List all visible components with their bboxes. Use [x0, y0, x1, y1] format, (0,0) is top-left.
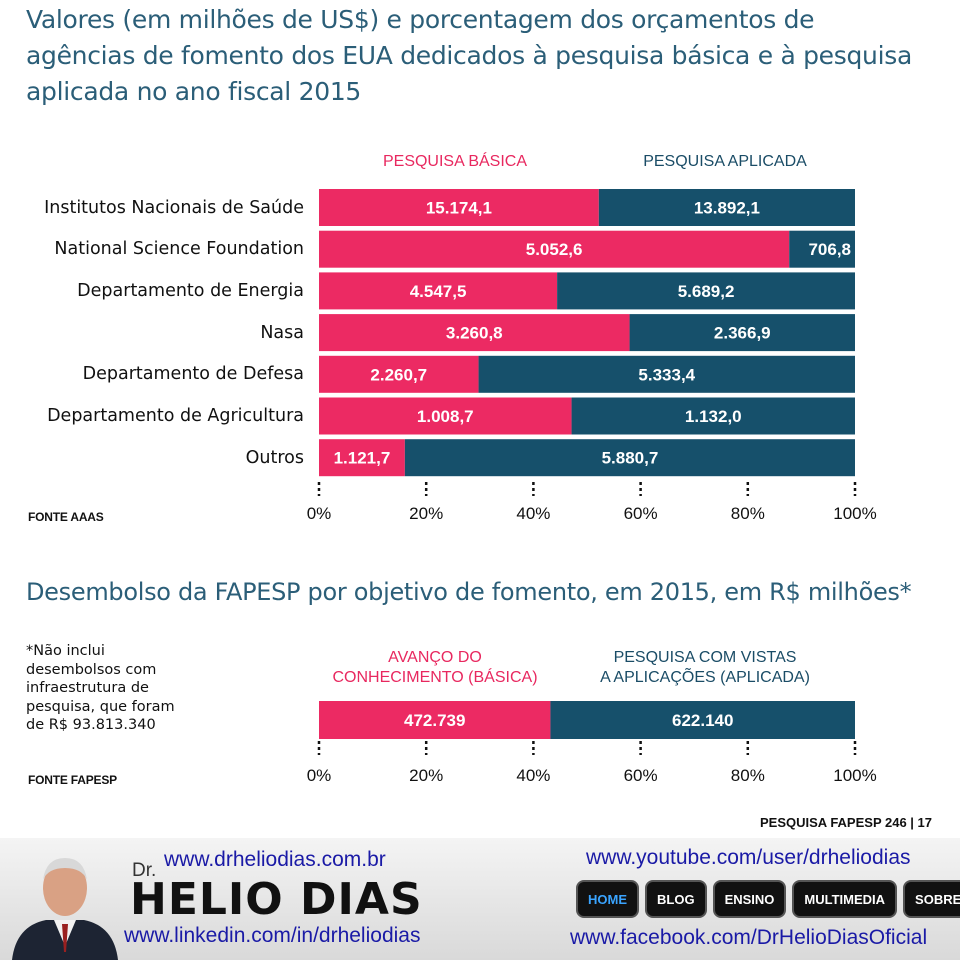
tick-label: 80%	[731, 504, 765, 523]
data-label-basic: 5.052,6	[526, 240, 583, 259]
data-label-basic: 15.174,1	[426, 199, 492, 218]
footnote-line: *Não inclui	[26, 643, 105, 659]
linkedin-link[interactable]: www.linkedin.com/in/drheliodias	[124, 924, 421, 947]
legend-line: A APLICAÇÕES (APLICADA)	[600, 669, 810, 686]
data-label-applied: 2.366,9	[714, 324, 771, 343]
legend-applied: PESQUISA APLICADA	[643, 153, 807, 170]
bar-applied	[629, 314, 855, 352]
youtube-link[interactable]: www.youtube.com/user/drheliodias	[586, 846, 911, 869]
data-label-applied: 1.132,0	[685, 407, 742, 426]
chart1-source: FONTE AAAS	[28, 510, 104, 524]
data-label-applied: 5.689,2	[678, 282, 735, 301]
tick-label: 0%	[307, 766, 332, 785]
tick-label: 0%	[307, 504, 332, 523]
data-label-applied: 5.333,4	[638, 365, 695, 384]
data-label-basic: 1.008,7	[417, 407, 474, 426]
bar-applied	[404, 439, 855, 477]
data-label-basic: 2.260,7	[370, 365, 427, 384]
footnote-line: infraestrutura de	[26, 680, 149, 696]
chart1-svg: 15.174,1 13.892,1 5.052,6 706,8 4.547,5 5.689…	[307, 189, 877, 523]
tick-label: 20%	[409, 766, 443, 785]
nav-menu: HOME BLOG ENSINO MULTIMEDIA SOBRE	[576, 880, 960, 918]
data-label-basic: 472.739	[404, 711, 465, 730]
category-label: Departamento de Defesa	[82, 364, 304, 385]
facebook-link[interactable]: www.facebook.com/DrHelioDiasOficial	[570, 926, 928, 949]
category-label: Departamento de Energia	[77, 280, 304, 301]
bar-basic	[319, 314, 630, 352]
category-label: Nasa	[260, 322, 304, 343]
tick-label: 60%	[624, 504, 658, 523]
data-label-basic: 1.121,7	[334, 449, 391, 468]
tick-label: 100%	[833, 504, 876, 523]
tick-label: 80%	[731, 766, 765, 785]
website-link[interactable]: www.drheliodias.com.br	[164, 848, 386, 871]
bar-applied	[598, 189, 855, 226]
data-label-basic: 3.260,8	[446, 324, 503, 343]
tick-label: 100%	[833, 766, 876, 785]
nav-ensino-button[interactable]: ENSINO	[712, 880, 787, 918]
chart2-svg: 472.739 622.140 0% 20% 40% 60% 80% 100%	[307, 701, 877, 785]
category-label: Departamento de Agricultura	[47, 406, 304, 426]
footnote-line: desembolsos com	[26, 661, 157, 678]
bar-basic	[319, 701, 551, 739]
tick-label: 20%	[409, 504, 443, 523]
legend-applied-fapesp: PESQUISA COM VISTAS A APLICAÇÕES (APLICA…	[580, 648, 830, 688]
brand-dr: Dr.	[132, 860, 157, 881]
bar-basic	[319, 272, 558, 310]
bar-basic	[319, 355, 479, 393]
page-reference: PESQUISA FAPESP 246 | 17	[760, 815, 932, 830]
bar-basic	[319, 397, 572, 435]
nav-sobre-button[interactable]: SOBRE	[903, 880, 960, 918]
data-label-applied: 13.892,1	[694, 199, 760, 218]
bar-basic	[319, 230, 790, 268]
bar-applied	[550, 701, 855, 739]
brand-name: HELIO DIAS	[130, 874, 423, 925]
portrait-avatar	[12, 858, 118, 960]
footnote-line: de R$ 93.813.340	[26, 717, 156, 733]
category-label: Institutos Nacionais de Saúde	[44, 197, 304, 218]
legend-basic-fapesp: AVANÇO DO CONHECIMENTO (BÁSICA)	[320, 648, 550, 688]
legend-line: PESQUISA COM VISTAS	[613, 649, 797, 666]
footer-banner: www.drheliodias.com.br Dr. HELIO DIAS ww…	[0, 838, 960, 960]
category-label: National Science Foundation	[54, 239, 304, 260]
legend-basic: PESQUISA BÁSICA	[382, 153, 528, 170]
bar-applied	[571, 397, 855, 435]
data-label-basic: 4.547,5	[410, 282, 467, 301]
bar-applied	[557, 272, 855, 310]
nav-multimedia-button[interactable]: MULTIMEDIA	[792, 880, 898, 918]
chart2-footnote: *Não inclui desembolsos com infraestrutu…	[26, 642, 206, 735]
data-label-applied: 706,8	[808, 240, 851, 259]
legend-line: CONHECIMENTO (BÁSICA)	[332, 669, 538, 686]
bar-applied	[478, 355, 855, 393]
bar-applied	[789, 230, 855, 268]
tick-label: 60%	[624, 766, 658, 785]
legend-line: AVANÇO DO	[388, 649, 482, 666]
bar-basic	[319, 439, 405, 477]
category-label: Outros	[245, 447, 304, 468]
chart2-title: Desembolso da FAPESP por objetivo de fom…	[26, 578, 912, 606]
tick-label: 40%	[516, 766, 550, 785]
chart1-title: Valores (em milhões de US$) e porcentage…	[26, 5, 912, 106]
data-label-applied: 622.140	[672, 711, 733, 730]
nav-home-button[interactable]: HOME	[576, 880, 639, 918]
tick-label: 40%	[516, 504, 550, 523]
nav-blog-button[interactable]: BLOG	[645, 880, 707, 918]
chart2-source: FONTE FAPESP	[28, 773, 117, 787]
bar-basic	[319, 189, 599, 226]
data-label-applied: 5.880,7	[602, 449, 659, 468]
footnote-line: pesquisa, que foram	[26, 698, 175, 715]
